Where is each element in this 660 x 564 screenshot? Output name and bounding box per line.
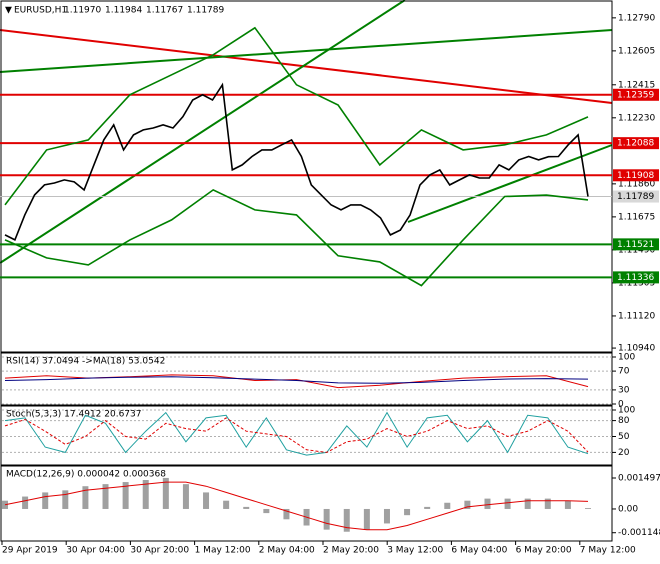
y-tick-label: 30 — [618, 385, 630, 395]
series-line — [4, 411, 589, 456]
level-label-bg — [613, 238, 659, 251]
series-line — [4, 188, 589, 287]
trend-line — [407, 144, 613, 223]
macd-bar — [585, 508, 591, 509]
macd-bar — [223, 500, 230, 509]
macd-bar — [162, 477, 169, 509]
open: 1.11970 — [64, 6, 101, 16]
last-price-bg — [613, 190, 659, 203]
macd-bar — [484, 498, 491, 509]
series-line — [4, 417, 589, 453]
macd-bar — [2, 500, 8, 509]
y-tick-label: 1.11305 — [618, 278, 655, 288]
y-tick-label: 1.11120 — [618, 311, 655, 321]
macd-bar — [343, 508, 350, 532]
level-label: 1.11521 — [617, 240, 654, 250]
macd-bar — [323, 508, 330, 530]
y-tick-label: 1.12790 — [618, 13, 655, 23]
y-tick-label: 80 — [618, 416, 630, 426]
macd-bar — [122, 482, 129, 509]
x-tick-label: 1 May 12:00 — [195, 546, 251, 556]
series-line — [4, 376, 589, 384]
series-line — [4, 26, 589, 206]
y-tick-label: 1.12415 — [618, 80, 655, 90]
x-tick-label: 2 May 20:00 — [323, 546, 379, 556]
x-tick-label: 6 May 20:00 — [516, 546, 572, 556]
level-label-bg — [613, 169, 659, 182]
macd-bar — [424, 506, 431, 509]
x-tick-label: 30 Apr 04:00 — [66, 546, 125, 556]
series-line — [4, 481, 589, 531]
macd-bar — [62, 490, 69, 509]
level-label-bg — [613, 271, 659, 284]
panel-frame — [0, 0, 613, 353]
y-tick-label: 1.11490 — [618, 245, 655, 255]
y-tick-label: 100 — [618, 406, 635, 416]
y-tick-label: 20 — [618, 448, 630, 458]
trend-lines — [0, 0, 613, 264]
macd-bar — [203, 492, 210, 509]
x-tick-label: 29 Apr 2019 — [2, 546, 58, 556]
macd-bar — [524, 498, 531, 509]
trend-line — [0, 29, 613, 104]
panel-frame — [0, 465, 613, 542]
x-tick-label: 6 May 04:00 — [451, 546, 507, 556]
level-label-bg — [613, 88, 659, 101]
last-price-label: 1.11789 — [617, 192, 654, 202]
x-tick-label: 7 May 12:00 — [580, 546, 636, 556]
y-tick-label: 100 — [618, 353, 635, 363]
macd-bar — [504, 498, 511, 509]
y-tick-label: 1.11860 — [618, 179, 655, 189]
low: 1.11767 — [146, 6, 183, 16]
macd-bar — [243, 506, 250, 509]
x-tick-label: 2 May 04:00 — [259, 546, 315, 556]
macd-bar — [102, 484, 109, 509]
symbol: EURUSD,H1 — [14, 6, 67, 16]
level-label: 1.12359 — [617, 90, 654, 100]
level-label-bg — [613, 137, 659, 150]
y-tick-label: 70 — [618, 367, 630, 377]
y-tick-label: 0.00 — [618, 504, 638, 514]
macd-bar — [22, 496, 29, 509]
y-tick-label: 50 — [618, 432, 630, 442]
macd-bar — [142, 480, 149, 509]
macd-bar — [42, 492, 49, 509]
macd-bar — [564, 500, 571, 509]
x-tick-label: 30 Apr 20:00 — [130, 546, 189, 556]
macd-bar — [283, 508, 290, 520]
macd-bar — [363, 508, 370, 530]
x-tick-label: 3 May 12:00 — [387, 546, 443, 556]
panel-title: MACD(12,26,9) 0.000042 0.000368 — [6, 470, 166, 480]
y-tick-label: -0.001148 — [618, 528, 660, 538]
macd-bar — [404, 508, 411, 516]
panel-title: Stoch(5,3,3) 17.4912 20.6737 — [6, 410, 141, 420]
panel-title: RSI(14) 37.0494 ->MA(18) 53.0542 — [6, 357, 165, 367]
series-line — [4, 82, 589, 242]
macd-bar — [383, 508, 390, 524]
macd-bar — [263, 508, 270, 514]
y-tick-label: 1.10940 — [618, 344, 655, 354]
close: 1.11789 — [187, 6, 224, 16]
macd-bar — [544, 498, 551, 509]
macd-bar — [444, 502, 451, 509]
y-tick-label: 1.11675 — [618, 212, 655, 222]
level-label: 1.11336 — [617, 273, 654, 283]
trend-line — [0, 29, 613, 73]
high: 1.11984 — [105, 6, 142, 16]
y-tick-label: 0.001497 — [618, 473, 660, 483]
y-tick-label: 0 — [618, 400, 624, 410]
macd-bar — [182, 484, 189, 509]
level-label: 1.11908 — [617, 171, 654, 181]
macd-bar — [464, 500, 471, 509]
macd-bar — [82, 486, 89, 509]
trend-line — [0, 0, 406, 264]
y-tick-label: 1.12605 — [618, 46, 655, 56]
collapse-icon[interactable]: ▼ — [5, 6, 12, 16]
level-label: 1.12088 — [617, 139, 654, 149]
panel-frame — [0, 405, 613, 466]
panel-frame — [0, 352, 613, 406]
y-tick-label: 1.12230 — [618, 113, 655, 123]
